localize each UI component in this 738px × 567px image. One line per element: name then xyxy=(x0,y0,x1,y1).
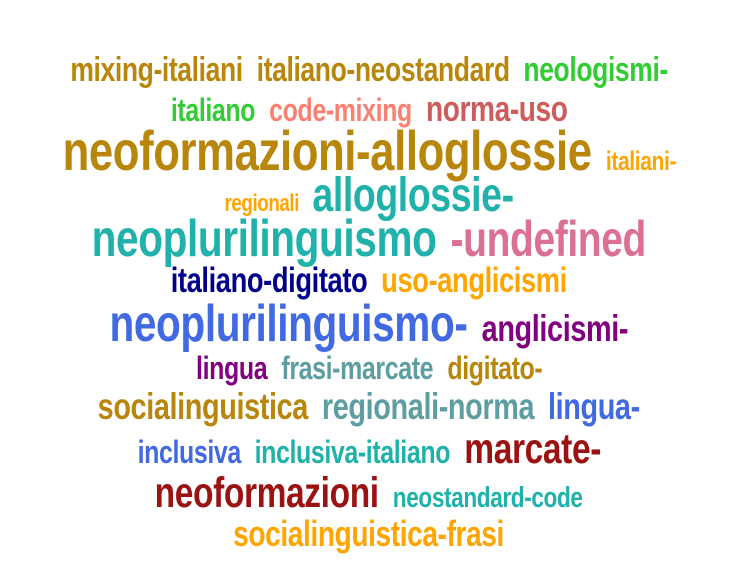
word-marcate: marcate- xyxy=(464,425,601,473)
word-neoplurilinguismo: neoplurilinguismo xyxy=(91,210,437,268)
word-regionali: regionali xyxy=(224,190,299,217)
wordcloud-row: neoformazioni neostandard-code xyxy=(0,471,738,515)
wordcloud-row: inclusiva inclusiva-italiano marcate- xyxy=(0,427,738,471)
word-norma-uso: norma-uso xyxy=(425,88,568,129)
wordcloud-row: italiano-digitato uso-anglicismi xyxy=(0,263,738,299)
word-alloglossie: alloglossie- xyxy=(312,169,515,222)
word-lingua: lingua- xyxy=(548,386,641,427)
wordcloud-row: socialinguistica-frasi xyxy=(0,515,738,553)
word-uso-anglicismi: uso-anglicismi xyxy=(381,261,568,300)
wordcloud-row: neoplurilinguismo -undefined xyxy=(0,210,738,268)
word-digitato: digitato- xyxy=(446,350,542,386)
word-italiano-neostandard: italiano-neostandard xyxy=(256,51,510,89)
word-socialinguistica: socialinguistica xyxy=(97,386,309,427)
word-neologismi: neologismi- xyxy=(523,51,669,89)
wordcloud-row: neoplurilinguismo-anglicismi- xyxy=(0,295,738,353)
word-lingua: lingua xyxy=(196,350,268,386)
word-italiani: italiani- xyxy=(605,146,676,176)
word-inclusiva-italiano: inclusiva-italiano xyxy=(254,434,451,470)
word-italiano: italiano xyxy=(170,92,256,128)
word-neoplurilinguismo: neoplurilinguismo- xyxy=(109,295,468,353)
wordcloud-row: regionali alloglossie- xyxy=(0,169,738,222)
word-frasi-marcate: frasi-marcate xyxy=(281,350,433,386)
wordcloud-row: lingua frasi-marcate digitato- xyxy=(0,349,738,387)
word-neoformazioni: neoformazioni xyxy=(155,469,380,517)
wordcloud-row: mixing-italiani italiano-neostandard neolo… xyxy=(0,50,738,91)
word-neoformazioni-alloglossie: neoformazioni-alloglossie xyxy=(62,119,592,182)
word-socialinguistica-frasi: socialinguistica-frasi xyxy=(233,513,505,554)
wordcloud-row: italiano code-mixing norma-uso xyxy=(0,88,738,129)
word-code-mixing: code-mixing xyxy=(268,92,412,128)
word-mixing-italiani: mixing-italiani xyxy=(69,51,243,89)
wordcloud-row: socialinguistica regionali-norma lingua- xyxy=(0,387,738,427)
word-undefined: -undefined xyxy=(450,211,647,267)
word-regionali-norma: regionali-norma xyxy=(322,386,535,427)
word-neostandard-code: neostandard-code xyxy=(393,482,583,514)
word-anglicismi: anglicismi- xyxy=(481,308,629,349)
word-italiano-digitato: italiano-digitato xyxy=(170,261,368,300)
wordcloud-row: neoformazioni-alloglossie italiani- xyxy=(0,119,738,182)
word-inclusiva: inclusiva xyxy=(137,434,241,470)
